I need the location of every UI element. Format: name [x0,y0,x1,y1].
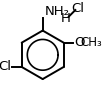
Text: H: H [61,12,71,25]
Text: O: O [74,36,84,49]
Text: CH₃: CH₃ [80,36,102,49]
Text: NH₂: NH₂ [44,5,70,17]
Text: Cl: Cl [0,60,11,73]
Text: Cl: Cl [72,2,85,15]
